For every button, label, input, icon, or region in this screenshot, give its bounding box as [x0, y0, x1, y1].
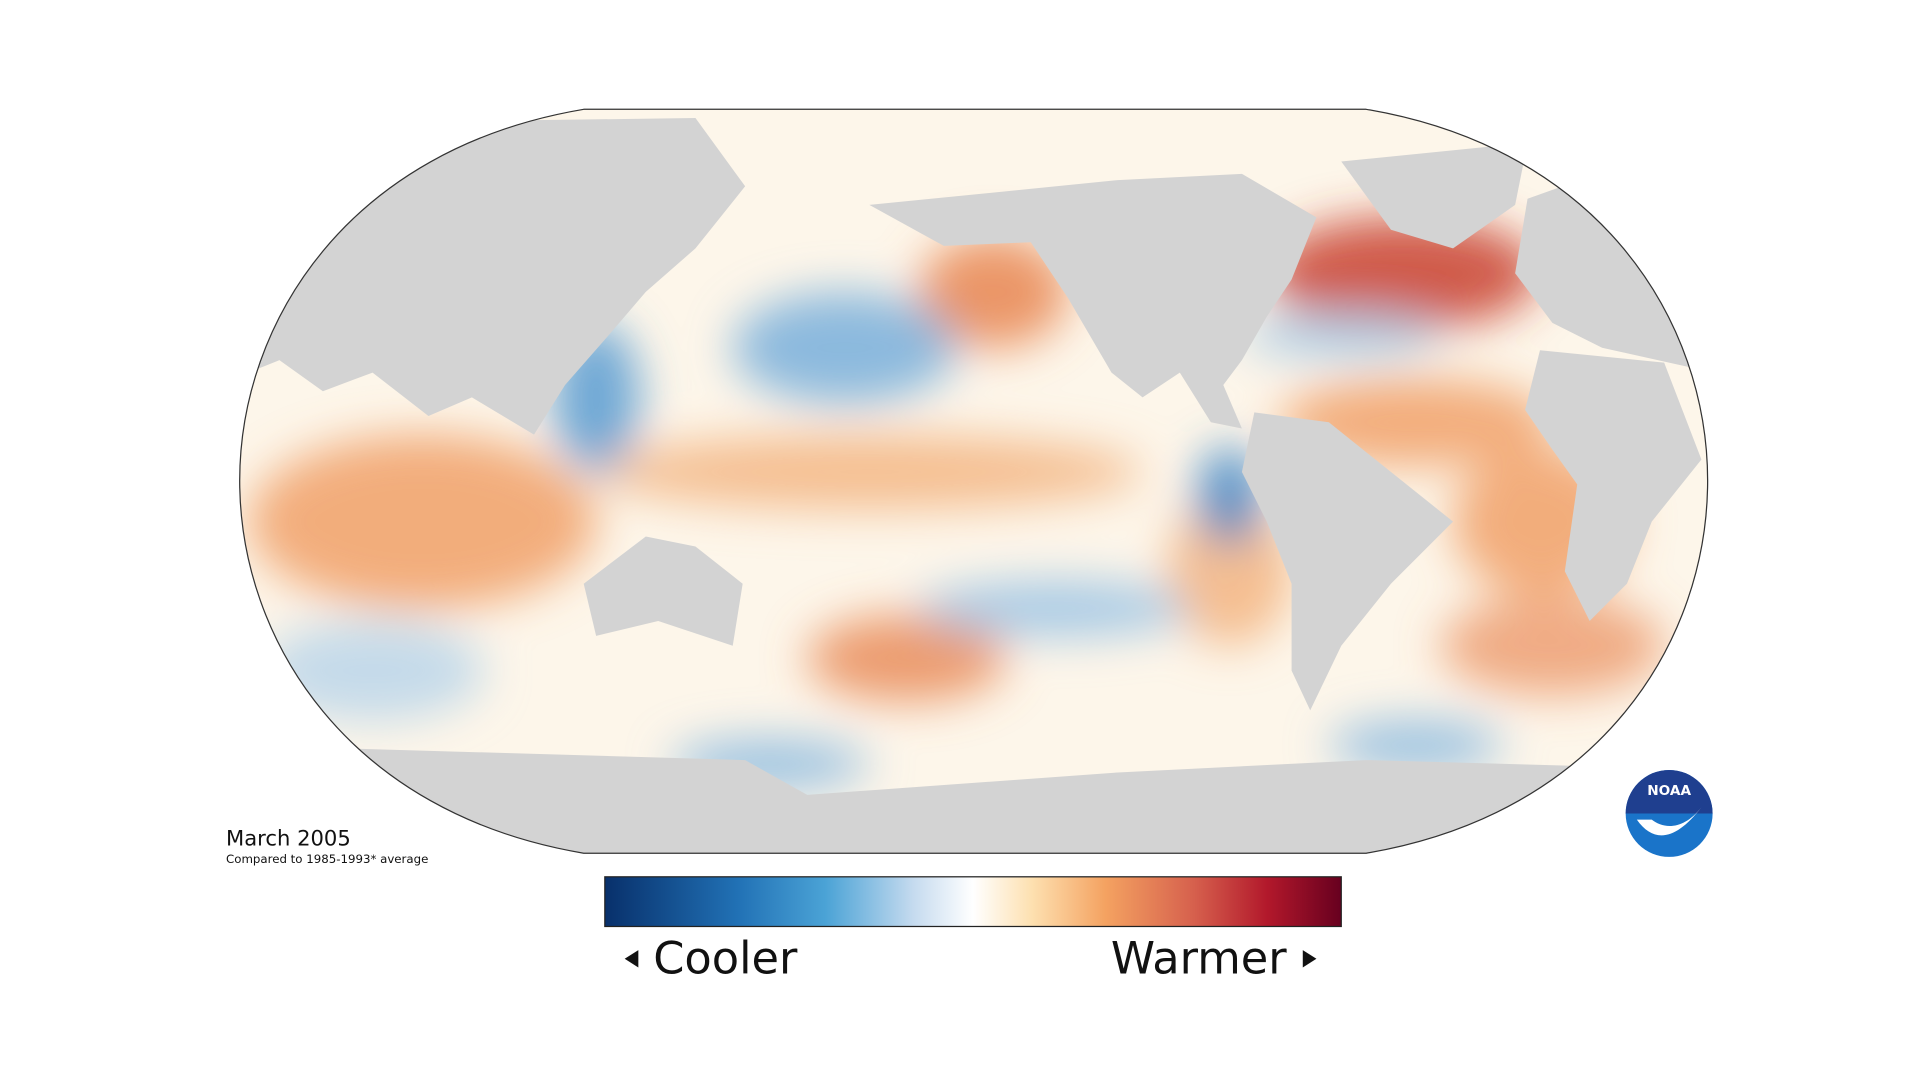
map-outline — [239, 108, 1709, 854]
map-date: March 2005 — [226, 826, 351, 851]
color-scale — [604, 876, 1342, 928]
map-baseline: Compared to 1985-1993* average — [226, 852, 428, 866]
noaa-logo: NOAA — [1625, 770, 1713, 857]
logo-bird — [1636, 807, 1702, 836]
legend-low: Cooler — [653, 933, 798, 985]
logo-text: NOAA — [1647, 783, 1691, 799]
anomaly-field — [248, 217, 1665, 789]
sst-anomaly-map — [239, 109, 1708, 854]
logo-top — [1625, 770, 1713, 814]
cooler-arrow — [624, 950, 639, 968]
legend-high: Warmer — [1111, 933, 1287, 985]
landmasses — [239, 117, 1708, 854]
warmer-arrow — [1302, 950, 1317, 968]
